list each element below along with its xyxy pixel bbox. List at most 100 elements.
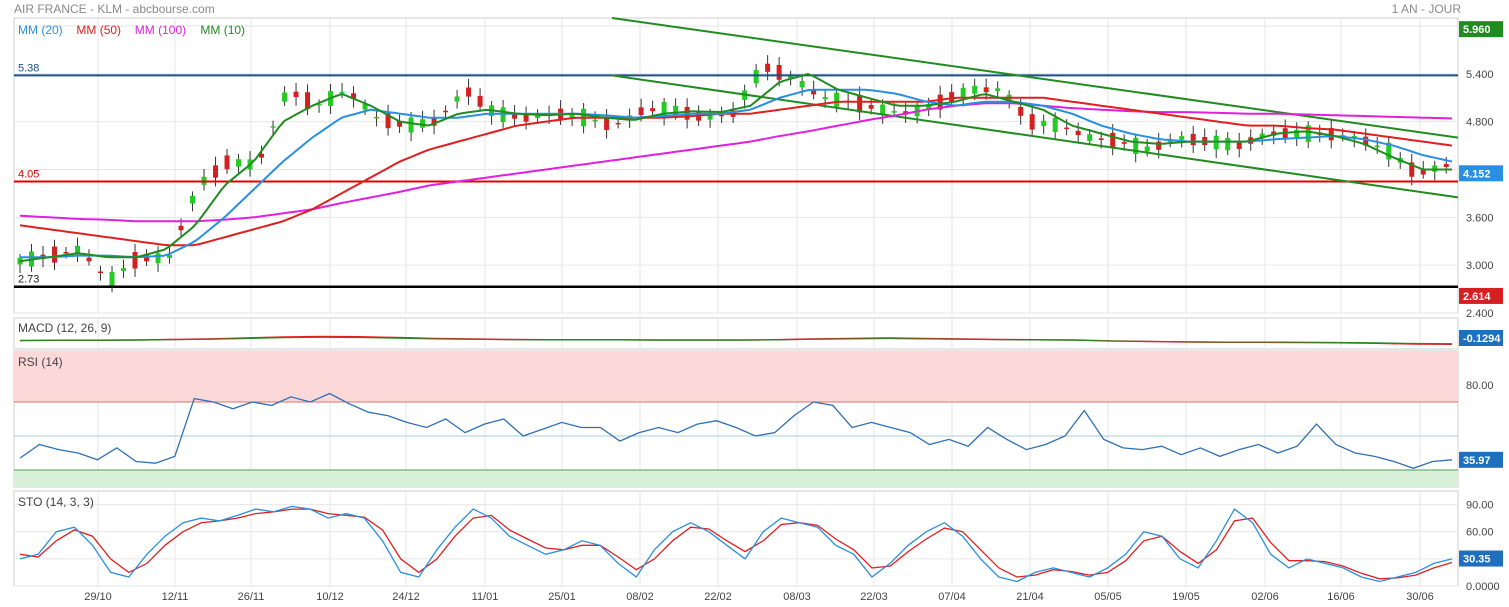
y-tick-label: 3.600 xyxy=(1466,212,1494,224)
candle xyxy=(98,271,104,274)
candle xyxy=(1167,140,1173,143)
candle xyxy=(1133,137,1139,155)
candle xyxy=(995,88,1001,92)
x-tick-label: 22/03 xyxy=(860,591,888,603)
rsi-oversold-zone xyxy=(14,470,1458,487)
candle xyxy=(765,63,771,72)
candle xyxy=(1156,141,1162,150)
moving-average-mm100 xyxy=(19,102,1453,223)
candle xyxy=(535,114,541,118)
period-label: 1 AN - JOUR xyxy=(1391,2,1461,16)
candle xyxy=(799,81,805,88)
y-tick-label: 2.400 xyxy=(1466,308,1494,320)
candle xyxy=(305,92,311,109)
x-tick-label: 12/11 xyxy=(162,591,189,603)
candle xyxy=(316,103,322,106)
candle xyxy=(1052,118,1058,132)
candle xyxy=(1386,142,1392,160)
candle xyxy=(1041,120,1047,127)
candle xyxy=(1236,141,1242,149)
candle xyxy=(604,117,610,130)
x-tick-label: 07/04 xyxy=(938,591,966,603)
sto-badge-value: 30.35 xyxy=(1463,554,1491,566)
legend-entry: MM (100) xyxy=(135,23,186,37)
sto-title: STO (14, 3, 3) xyxy=(18,495,94,509)
candle xyxy=(1363,136,1369,146)
candle xyxy=(213,165,219,178)
macd-pane xyxy=(13,317,1459,350)
candle xyxy=(1087,134,1093,141)
support-label: 4.05 xyxy=(18,168,39,180)
candle xyxy=(155,253,161,264)
candle xyxy=(75,245,81,254)
candle xyxy=(523,113,529,122)
candle xyxy=(1190,133,1196,146)
candle xyxy=(385,113,391,129)
candle xyxy=(362,104,368,110)
candle xyxy=(1374,145,1380,148)
candle xyxy=(132,252,138,269)
candle xyxy=(477,95,483,107)
candle xyxy=(500,107,506,123)
candle xyxy=(811,89,817,95)
legend-entry: MM (20) xyxy=(18,23,63,37)
candle xyxy=(983,87,989,93)
x-tick-label: 22/02 xyxy=(704,591,732,603)
candle xyxy=(236,159,242,167)
candle xyxy=(52,246,58,263)
candle xyxy=(178,225,184,231)
candle xyxy=(857,95,863,113)
candle xyxy=(167,254,173,258)
candle xyxy=(512,113,518,119)
candle xyxy=(937,94,943,110)
candle xyxy=(1443,164,1449,167)
candle xyxy=(109,272,115,286)
candle xyxy=(891,111,897,113)
x-tick-label: 11/01 xyxy=(472,591,499,603)
candle xyxy=(420,119,426,128)
candle xyxy=(615,122,621,125)
resistance-label: 5.38 xyxy=(18,62,39,74)
price-badge-1 xyxy=(1459,165,1503,182)
x-tick-label: 05/05 xyxy=(1094,591,1122,603)
rsi-overbought-zone xyxy=(14,351,1458,402)
candle xyxy=(673,105,679,115)
candle xyxy=(960,87,966,98)
sto-pane xyxy=(13,490,1459,587)
candle xyxy=(1225,138,1231,151)
candle xyxy=(1064,127,1070,130)
candle xyxy=(293,91,299,98)
candle xyxy=(592,119,598,122)
candle xyxy=(1098,138,1104,140)
price-badge-0-value: 5.960 xyxy=(1463,24,1491,36)
candles xyxy=(17,55,1449,293)
candle xyxy=(121,268,127,271)
x-tick-label: 21/04 xyxy=(1016,591,1044,603)
y-tick-label: 4.800 xyxy=(1466,117,1494,129)
rsi-title: RSI (14) xyxy=(18,355,63,369)
x-tick-label: 25/01 xyxy=(548,591,576,603)
x-tick-label: 26/11 xyxy=(238,591,265,603)
candle xyxy=(1213,135,1219,150)
candle xyxy=(1018,106,1024,116)
candle xyxy=(270,126,276,128)
price-badge-2-value: 2.614 xyxy=(1463,291,1491,303)
candle xyxy=(1029,114,1035,130)
x-tick-label: 08/02 xyxy=(626,591,654,603)
candle xyxy=(776,64,782,80)
rsi-badge-value: 35.97 xyxy=(1463,455,1491,467)
rsi-y-tick-label: 80.00 xyxy=(1466,380,1494,392)
candle xyxy=(707,113,713,120)
x-tick-label: 19/05 xyxy=(1172,591,1200,603)
candle xyxy=(1144,146,1150,152)
macd-signal-line xyxy=(19,336,1453,345)
rsi-badge xyxy=(1459,451,1503,468)
candle xyxy=(788,75,794,79)
candle xyxy=(719,114,725,117)
legend-entry: MM (10) xyxy=(200,23,245,37)
low-label: 2.73 xyxy=(18,274,39,286)
candle xyxy=(1121,141,1127,144)
candle xyxy=(753,69,759,84)
candle xyxy=(1294,129,1300,138)
